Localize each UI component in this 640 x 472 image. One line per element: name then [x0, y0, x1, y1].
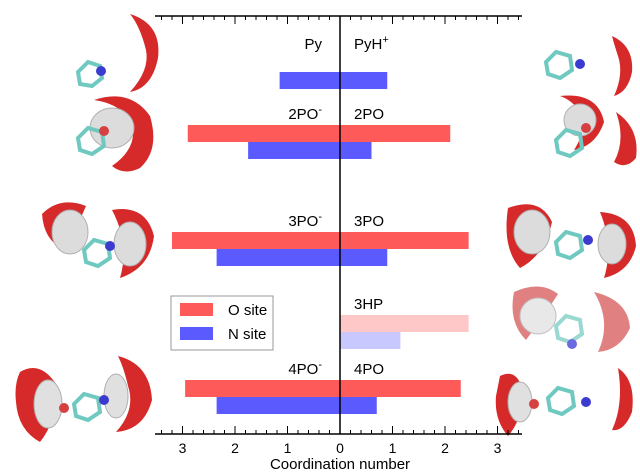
bar-3hp-right-o	[340, 315, 469, 332]
molecule-image-2po-minus	[75, 96, 154, 172]
legend: O site N site	[170, 295, 274, 351]
bars-layer	[172, 72, 469, 414]
group-label-left: 2PO-	[288, 104, 322, 123]
group-label-right: 2PO	[354, 106, 384, 123]
group-label-left: 4PO-	[288, 359, 322, 378]
bar-3hp-right-n	[340, 332, 401, 349]
x-axis: 3 2 1 0 1 2 3	[161, 16, 519, 456]
group-label-left: 3PO-	[288, 211, 322, 230]
bar-pyh-left-n	[279, 72, 340, 89]
legend-swatch-n	[180, 327, 213, 340]
molecule-images-left	[15, 14, 159, 442]
bar-4po-right-o	[340, 380, 461, 397]
plot-frame	[155, 15, 522, 435]
tick-label: 3	[179, 440, 187, 456]
tick-label: 1	[284, 440, 292, 456]
bar-2po-right-n	[340, 142, 372, 159]
bar-3po-left-n	[216, 249, 340, 266]
molecule-image-3po-minus	[42, 202, 154, 278]
group-labels: Py PyH+ 2PO- 2PO 3PO- 3PO 3HP 4PO- 4PO	[288, 34, 388, 378]
tick-label: 2	[441, 440, 449, 456]
bar-2po-right-o	[340, 125, 451, 142]
legend-label-n: N site	[228, 326, 266, 343]
group-label-right: 3HP	[354, 296, 383, 313]
legend-label-o: O site	[228, 302, 267, 319]
tick-label: 1	[389, 440, 397, 456]
bar-4po-left-n	[216, 397, 340, 414]
bar-3po-right-n	[340, 249, 388, 266]
molecule-image-4po	[495, 368, 633, 436]
x-axis-title: Coordination number	[270, 456, 410, 472]
bar-3po-right-o	[340, 232, 469, 249]
bar-4po-right-n	[340, 397, 377, 414]
bar-2po-left-o	[187, 125, 340, 142]
group-label-right: 4PO	[354, 361, 384, 378]
tick-label: 3	[494, 440, 502, 456]
group-label-right: 3PO	[354, 213, 384, 230]
molecule-image-pyh-plus	[543, 36, 633, 96]
molecule-image-4po-minus	[15, 356, 152, 442]
group-label-left: Py	[304, 36, 322, 53]
tick-label: 0	[336, 440, 344, 456]
molecule-images-right	[495, 36, 637, 436]
legend-swatch-o	[180, 303, 213, 316]
group-label-right: PyH+	[354, 34, 389, 53]
bar-4po-left-o	[185, 380, 340, 397]
molecule-image-2po	[553, 95, 637, 166]
bar-pyh-right-n	[340, 72, 388, 89]
tick-label: 2	[231, 440, 239, 456]
bar-2po-left-n	[248, 142, 340, 159]
bar-3po-left-o	[172, 232, 340, 249]
molecule-image-py	[75, 14, 159, 92]
molecule-image-3hp	[512, 286, 630, 352]
molecule-image-3po	[506, 204, 636, 278]
